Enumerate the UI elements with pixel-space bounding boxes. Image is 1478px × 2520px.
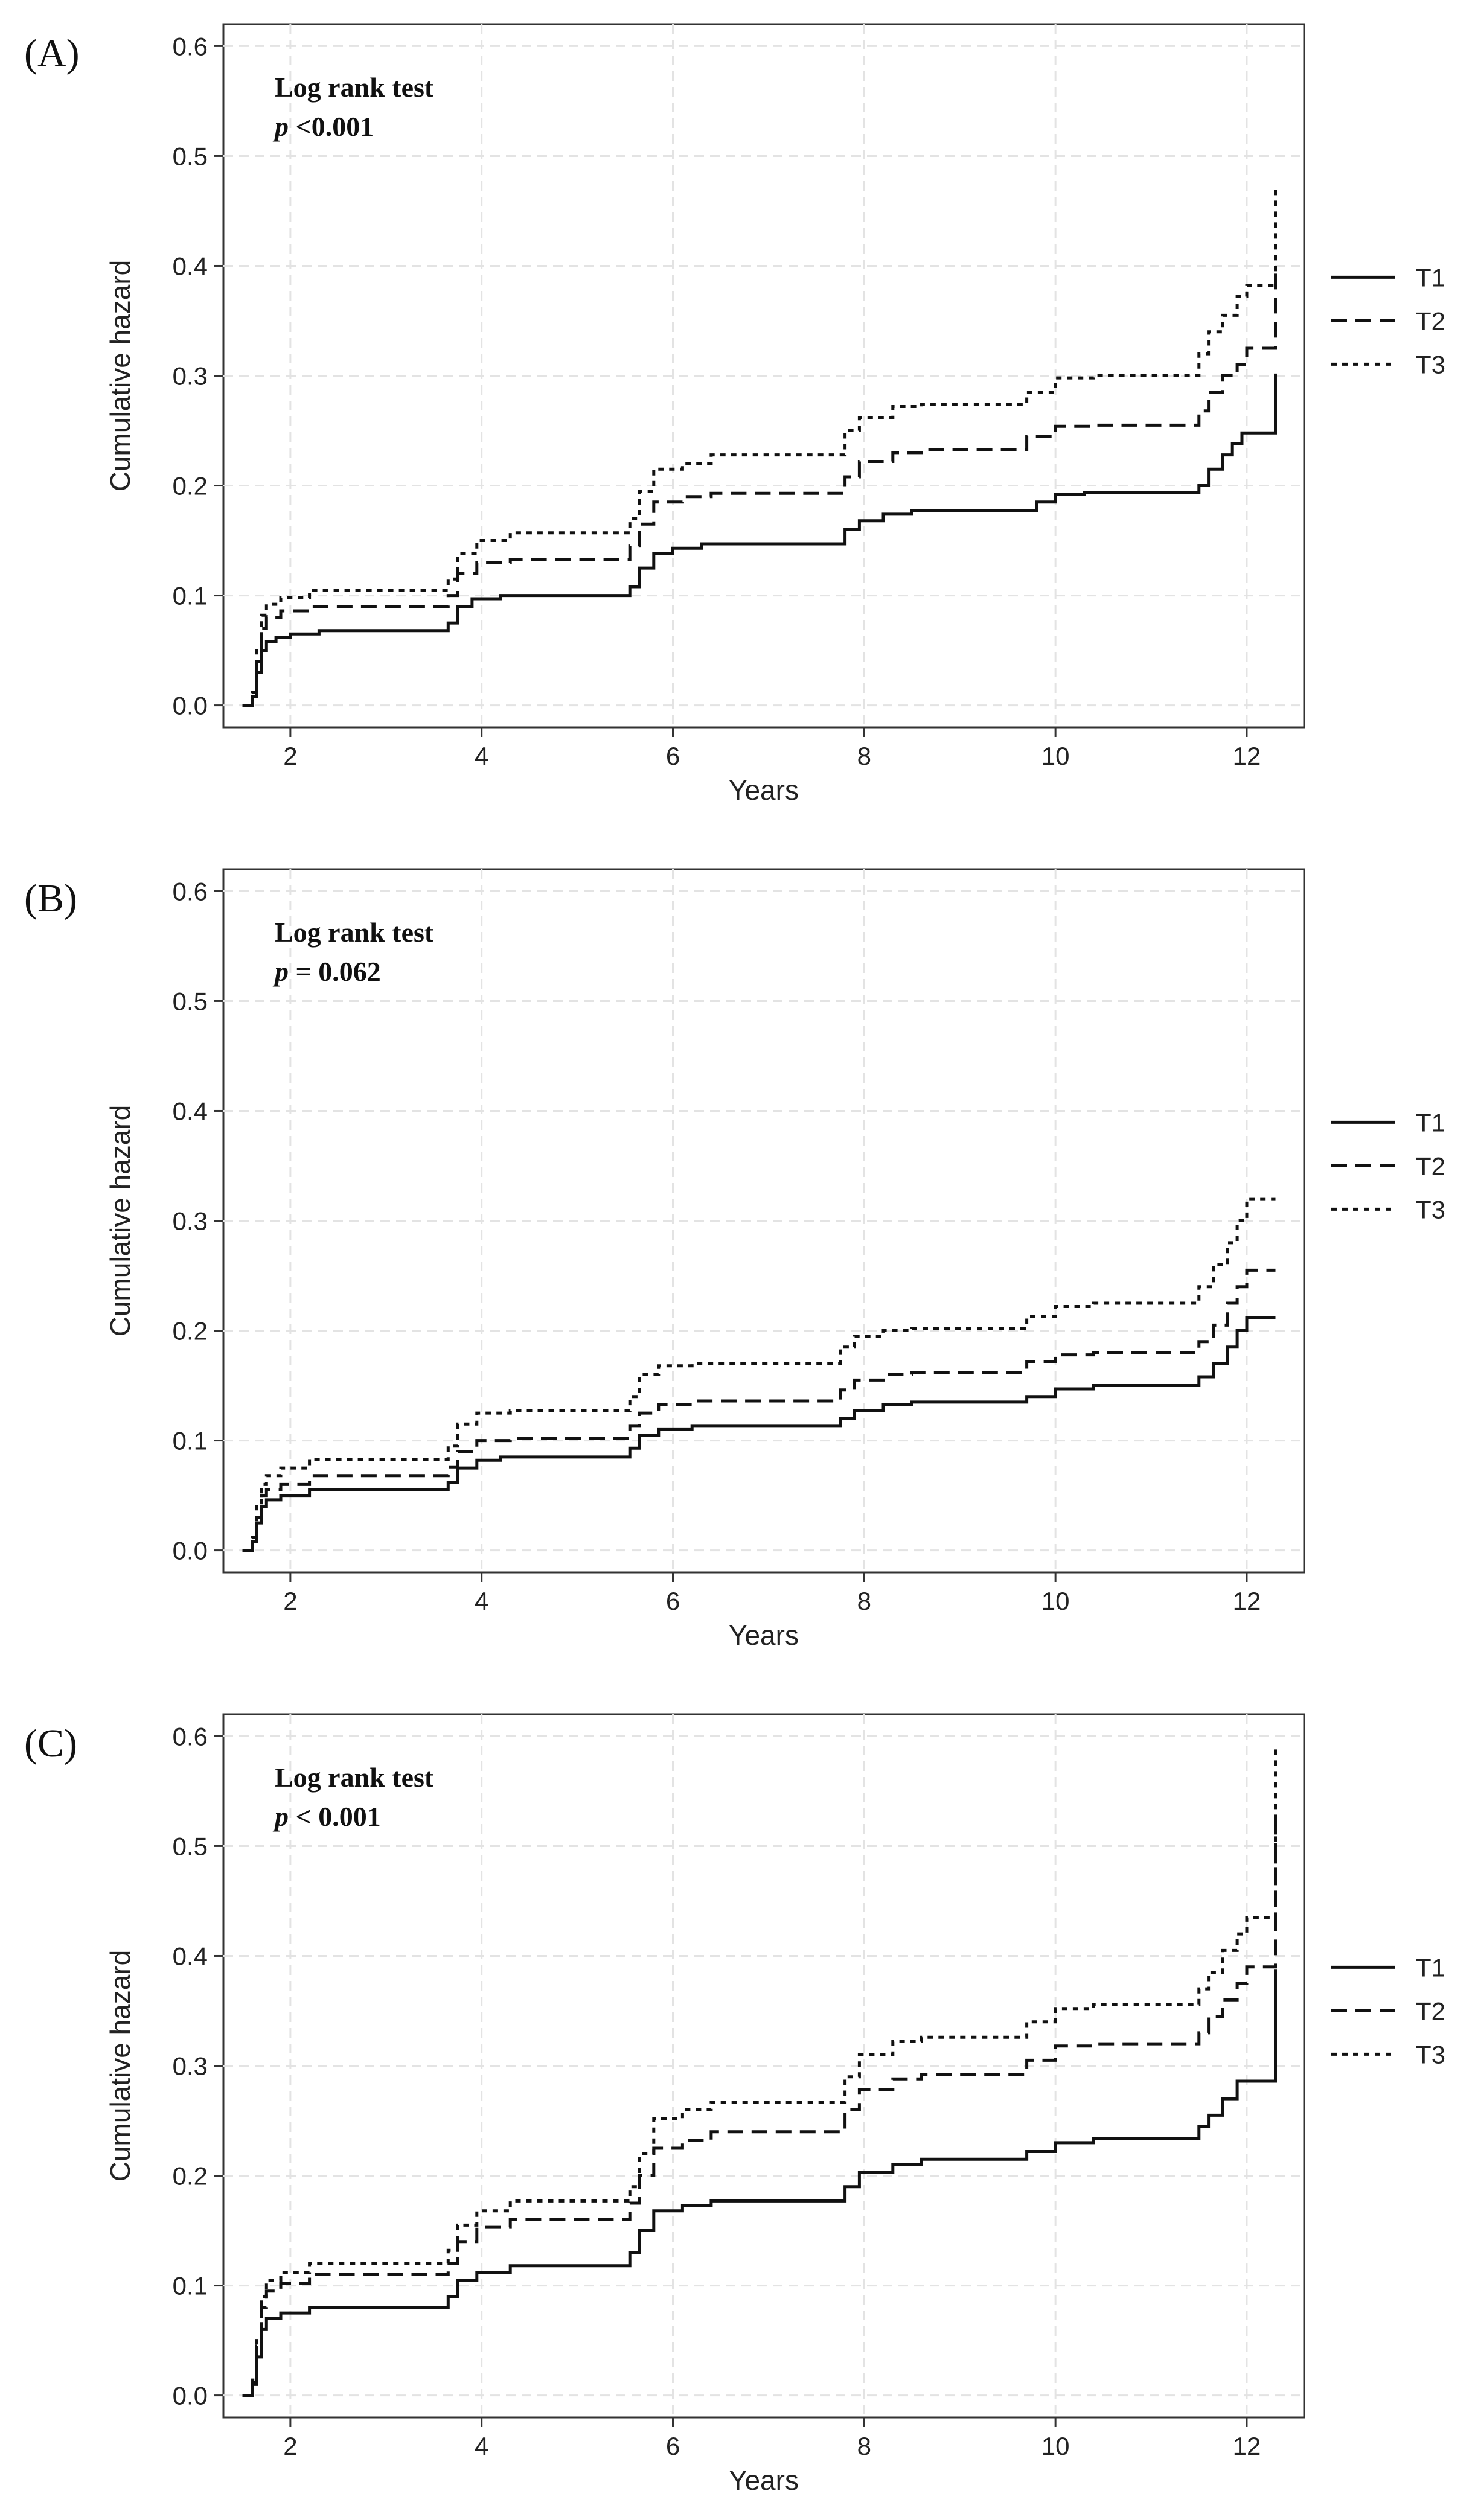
series-line-t3: [242, 189, 1277, 707]
x-tick-label: 6: [666, 742, 680, 770]
x-tick-label: 10: [1041, 742, 1070, 770]
x-tick-label: 8: [857, 2432, 871, 2460]
x-tick-label: 10: [1041, 1587, 1070, 1615]
series-line-t1: [242, 1969, 1277, 2397]
logrank-title: Log rank test: [275, 1762, 434, 1793]
y-tick-label: 0.3: [173, 2052, 208, 2081]
x-tick-label: 4: [475, 742, 488, 770]
logrank-p-value: p <0.001: [272, 111, 374, 142]
logrank-p-value: p = 0.062: [272, 956, 381, 987]
legend-label-t2: T2: [1416, 307, 1445, 335]
y-tick-label: 0.3: [173, 1207, 208, 1236]
x-tick-label: 2: [283, 1587, 297, 1615]
p-symbol: p: [272, 111, 289, 142]
p-symbol: p: [272, 1801, 289, 1832]
y-tick-label: 0.6: [173, 32, 208, 60]
x-tick-label: 4: [475, 1587, 488, 1615]
y-tick-label: 0.0: [173, 1537, 208, 1565]
series-line-t3: [242, 1197, 1276, 1552]
legend-label-t1: T1: [1416, 1953, 1445, 1982]
series-line-t3: [242, 1747, 1277, 2397]
chart-panel-1: (A) 2 4 6 8 10 12 0.0 0.1 0.2 0.3 0.4 0.5 0.6 Years Cum…: [24, 23, 1445, 806]
x-axis-title: Years: [729, 1619, 799, 1651]
series-line-t2: [242, 266, 1277, 707]
x-tick-label: 12: [1233, 1587, 1261, 1615]
y-tick-label: 0.1: [173, 1427, 208, 1455]
y-tick-label: 0.6: [173, 877, 208, 905]
x-tick-label: 2: [283, 2432, 297, 2460]
x-axis-title: Years: [729, 2464, 799, 2496]
x-axis-title: Years: [729, 774, 799, 806]
x-tick-label: 6: [666, 2432, 680, 2460]
p-value-text: = 0.062: [289, 956, 381, 987]
y-tick-label: 0.5: [173, 142, 208, 170]
y-tick-label: 0.4: [173, 252, 208, 280]
logrank-p-value: p < 0.001: [272, 1801, 381, 1832]
panel-label: (A): [24, 31, 80, 75]
x-tick-label: 8: [857, 742, 871, 770]
legend-label-t2: T2: [1416, 1152, 1445, 1180]
y-tick-label: 0.4: [173, 1097, 208, 1125]
y-tick-label: 0.2: [173, 472, 208, 500]
x-tick-label: 12: [1233, 2432, 1261, 2460]
logrank-title: Log rank test: [275, 917, 434, 948]
y-axis-title: Cumulative hazard: [104, 1950, 136, 2182]
x-tick-label: 10: [1041, 2432, 1070, 2460]
legend-label-t3: T3: [1416, 350, 1445, 378]
x-tick-label: 2: [283, 742, 297, 770]
chart-panel-2: (B) 2 4 6 8 10 12 0.0 0.1 0.2 0.3 0.4 0.5 0.6 Years Cum…: [24, 868, 1445, 1651]
y-tick-label: 0.5: [173, 987, 208, 1015]
legend-label-t1: T1: [1416, 1108, 1445, 1137]
series-line-t1: [242, 373, 1277, 707]
x-tick-label: 6: [666, 1587, 680, 1615]
y-tick-label: 0.1: [173, 582, 208, 610]
panel-label: (C): [24, 1721, 77, 1766]
y-tick-label: 0.1: [173, 2272, 208, 2300]
legend-label-t3: T3: [1416, 1195, 1445, 1223]
y-tick-label: 0.3: [173, 362, 208, 391]
x-tick-label: 8: [857, 1587, 871, 1615]
series-line-t1: [242, 1316, 1276, 1552]
y-axis-title: Cumulative hazard: [104, 1105, 136, 1337]
y-axis-title: Cumulative hazard: [104, 260, 136, 492]
y-tick-label: 0.4: [173, 1942, 208, 1970]
series-line-t2: [242, 1813, 1277, 2397]
logrank-title: Log rank test: [275, 72, 434, 103]
chart-panel-3: (C) 2 4 6 8 10 12 0.0 0.1 0.2 0.3 0.4 0.5 0.6 Years Cum…: [24, 1713, 1445, 2496]
y-tick-label: 0.0: [173, 2382, 208, 2410]
legend-label-t1: T1: [1416, 263, 1445, 292]
y-tick-label: 0.2: [173, 1317, 208, 1345]
y-tick-label: 0.2: [173, 2162, 208, 2190]
p-value-text: <0.001: [289, 111, 374, 142]
panel-label: (B): [24, 876, 77, 920]
y-tick-label: 0.0: [173, 692, 208, 720]
y-tick-label: 0.6: [173, 1722, 208, 1750]
p-symbol: p: [272, 956, 289, 987]
legend-label-t3: T3: [1416, 2040, 1445, 2069]
y-tick-label: 0.5: [173, 1832, 208, 1860]
p-value-text: < 0.001: [289, 1801, 381, 1832]
series-line-t2: [242, 1268, 1276, 1552]
x-tick-label: 12: [1233, 742, 1261, 770]
legend-label-t2: T2: [1416, 1997, 1445, 2025]
x-tick-label: 4: [475, 2432, 488, 2460]
